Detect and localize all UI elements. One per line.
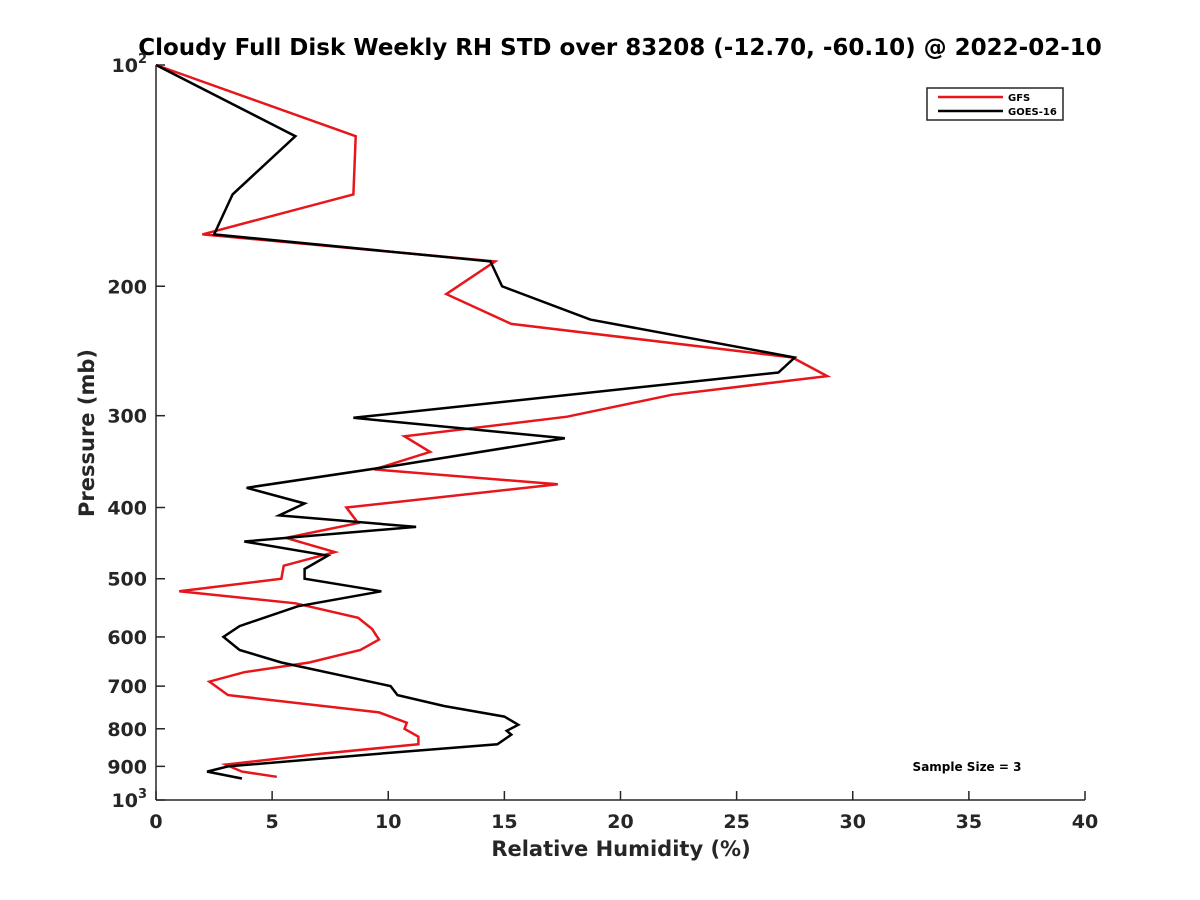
y-tick-label: 700 (107, 676, 147, 698)
x-tick-label: 25 (723, 811, 749, 833)
series-group (155, 63, 832, 780)
x-tick-label: 35 (956, 811, 982, 833)
legend: GFS GOES-16 (926, 87, 1064, 121)
plot-area: 0 5 10 15 20 25 30 35 40 102 200 300 400 500 600 700 80… (107, 52, 1098, 833)
x-axis-label: Relative Humidity (%) (491, 837, 750, 861)
y-tick-label: 800 (107, 719, 147, 741)
y-tick-label: 300 (107, 406, 147, 428)
series-line-goes-16 (155, 63, 798, 780)
x-tick-label: 10 (375, 811, 401, 833)
chart-title: Cloudy Full Disk Weekly RH STD over 8320… (138, 35, 1102, 61)
x-tick-label: 0 (149, 811, 162, 833)
x-tick-label: 20 (607, 811, 633, 833)
y-tick-label: 900 (107, 756, 147, 778)
x-axis: 0 5 10 15 20 25 30 35 40 (149, 791, 1098, 833)
x-tick-label: 40 (1072, 811, 1098, 833)
y-tick-label: 102 (112, 52, 148, 77)
y-tick-label: 500 (107, 569, 147, 591)
y-tick-label: 200 (107, 276, 147, 298)
legend-box (926, 87, 1064, 121)
y-tick-label: 103 (112, 787, 148, 812)
y-tick-label: 400 (107, 498, 147, 520)
x-tick-label: 30 (840, 811, 866, 833)
series-line-gfs (155, 63, 832, 779)
y-tick-label: 600 (107, 627, 147, 649)
y-axis-label: Pressure (mb) (75, 349, 99, 517)
legend-label: GFS (1008, 93, 1030, 104)
sample-size-annotation: Sample Size = 3 (913, 760, 1022, 774)
x-tick-label: 5 (266, 811, 279, 833)
x-tick-label: 15 (491, 811, 517, 833)
y-axis: 102 200 300 400 500 600 700 800 900 103 (107, 52, 165, 812)
legend-label: GOES-16 (1008, 107, 1057, 118)
